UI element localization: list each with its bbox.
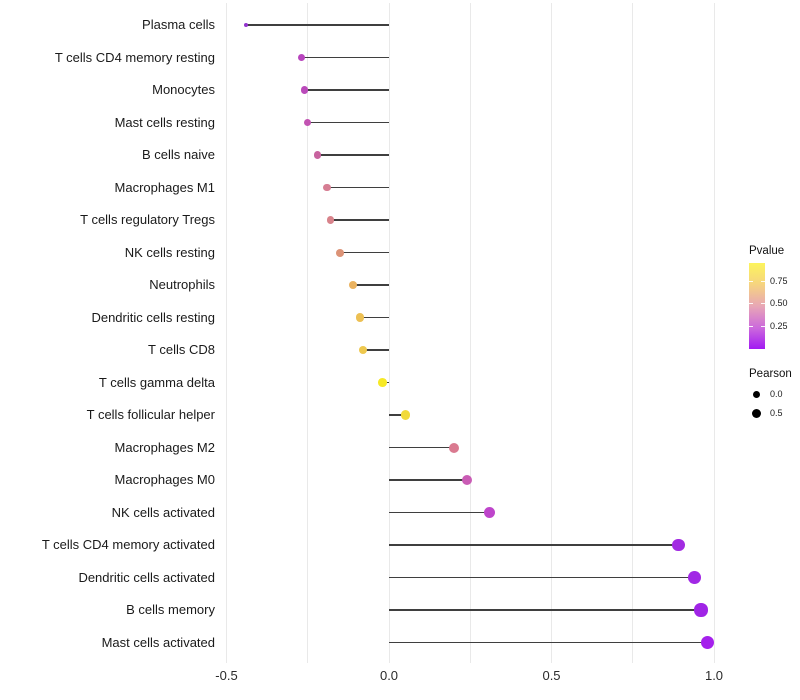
lollipop-stem (340, 251, 389, 254)
lollipop-dot (323, 183, 332, 192)
lollipop-dot (484, 507, 496, 518)
cell-label: Macrophages M0 (114, 472, 215, 487)
lollipop-dot (336, 248, 345, 257)
pearson-legend-title: Pearson (749, 368, 792, 380)
gradient-tick-mark (749, 326, 753, 328)
lollipop-dot (297, 54, 305, 61)
lollipop-dot (700, 635, 715, 650)
lollipop-stem (389, 576, 695, 579)
lollipop-dot (300, 86, 309, 94)
cell-label: Mast cells resting (114, 114, 215, 130)
lollipop-dot (378, 378, 387, 387)
lollipop-dot (688, 571, 701, 584)
pearson-legend-label: 0.5 (770, 408, 783, 418)
lollipop-dot (400, 410, 410, 420)
lollipop-dot (671, 538, 685, 552)
cell-label: Macrophages M1 (114, 179, 215, 195)
lollipop-dot (326, 216, 335, 224)
lollipop-dot (461, 474, 473, 486)
lollipop-stem (389, 414, 406, 416)
cell-label: B cells memory (126, 602, 215, 617)
cell-label: T cells CD4 memory resting (54, 49, 215, 65)
x-gridline (713, 3, 715, 663)
gradient-tick-mark (761, 280, 765, 282)
lollipop-stem (389, 446, 454, 449)
gradient-tick-mark (749, 302, 753, 304)
lollipop-stem (389, 479, 467, 481)
cell-label: B cells naive (142, 147, 215, 162)
pvalue-legend-title: Pvalue (749, 245, 785, 257)
lollipop-dot (304, 118, 312, 127)
gradient-tick-mark (761, 302, 765, 304)
lollipop-dot (243, 22, 249, 28)
lollipop-dot (355, 313, 364, 322)
cell-label: T cells CD4 memory activated (41, 537, 215, 552)
x-tick-label: 0.0 (379, 668, 399, 683)
cell-label: T cells gamma delta (98, 374, 215, 390)
gradient-tick-mark (749, 280, 753, 282)
pearson-legend-label: 0.0 (770, 389, 783, 399)
x-gridline (632, 3, 634, 663)
pvalue-tick-label: 0.50 (770, 297, 788, 308)
lollipop-stem (363, 349, 389, 351)
x-gridline (226, 3, 227, 663)
lollipop-stem (317, 154, 389, 156)
cell-label: Macrophages M2 (114, 439, 215, 455)
cell-label: T cells CD8 (148, 342, 215, 357)
lollipop-stem (389, 511, 490, 514)
x-tick-label: 0.5 (542, 668, 561, 683)
lollipop-stem (307, 121, 389, 124)
cell-label: Mast cells activated (101, 634, 215, 650)
lollipop-stem (330, 219, 389, 221)
x-gridline (551, 3, 552, 663)
cell-label: Dendritic cells resting (91, 309, 215, 325)
lollipop-stem (389, 641, 708, 644)
lollipop-stem (301, 56, 389, 59)
x-gridline (469, 3, 471, 663)
pearson-legend-dot (751, 408, 761, 418)
lollipop-stem (327, 186, 389, 189)
lollipop-stem (389, 544, 679, 546)
pvalue-gradient-bar (749, 263, 765, 349)
pvalue-tick-label: 0.25 (770, 321, 788, 332)
pearson-legend-dot (752, 390, 760, 398)
cell-label: T cells regulatory Tregs (80, 212, 215, 227)
x-gridline (388, 3, 390, 663)
x-tick-label: -0.5 (215, 668, 238, 683)
cell-label: Plasma cells (142, 17, 215, 32)
cell-label: NK cells activated (111, 504, 215, 520)
pvalue-tick-label: 0.75 (770, 275, 788, 286)
cell-label: Dendritic cells activated (78, 569, 215, 585)
x-tick-label: 1.0 (704, 668, 724, 683)
cell-label: NK cells resting (124, 244, 215, 260)
lollipop-stem (359, 316, 389, 319)
lollipop-dot (349, 280, 358, 290)
cell-label: Neutrophils (149, 277, 215, 292)
lollipop-dot (694, 603, 708, 617)
lollipop-stem (389, 609, 701, 611)
lollipop-dot (313, 151, 322, 159)
cell-label: T cells follicular helper (86, 407, 215, 422)
lollipop-stem (246, 24, 389, 26)
lollipop-dot (358, 345, 368, 355)
lollipop-dot (449, 442, 459, 453)
gradient-tick-mark (761, 326, 765, 328)
lollipop-stem (353, 284, 389, 286)
cell-label: Monocytes (152, 82, 215, 97)
x-gridline (307, 3, 309, 663)
lollipop-stem (304, 89, 389, 91)
